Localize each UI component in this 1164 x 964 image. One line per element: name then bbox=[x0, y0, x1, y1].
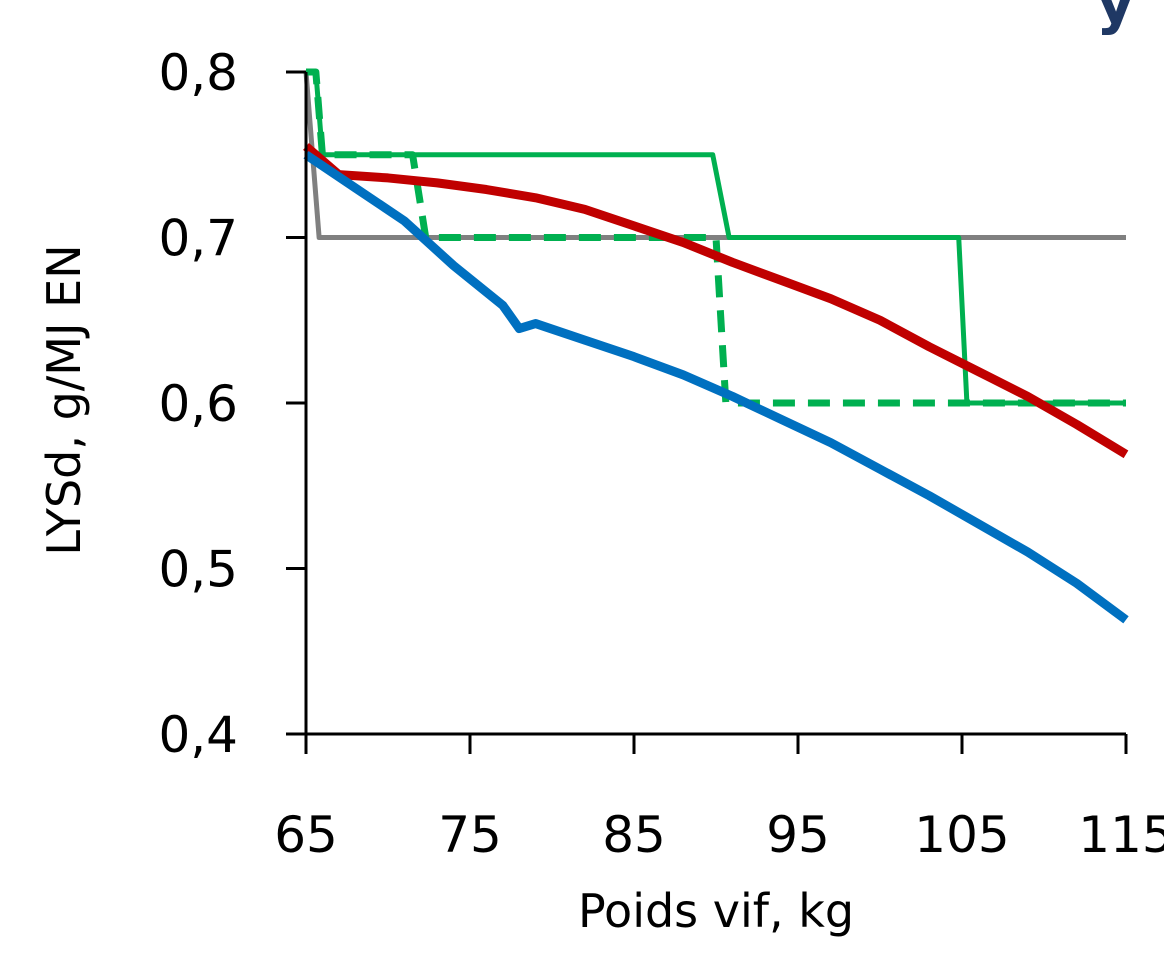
x-tick-label: 115 bbox=[1078, 806, 1164, 864]
y-tick-label: 0,5 bbox=[158, 541, 238, 599]
series-line-4 bbox=[303, 151, 1129, 624]
x-tick-label: 65 bbox=[274, 806, 338, 864]
x-tick-label: 105 bbox=[914, 806, 1009, 864]
x-tick-label: 95 bbox=[766, 806, 830, 864]
y-tick-label: 0,8 bbox=[158, 44, 238, 102]
series-layer bbox=[303, 68, 1129, 624]
series-line-3 bbox=[303, 143, 1129, 459]
y-tick-label: 0,7 bbox=[158, 210, 238, 268]
ticks-layer: 0,4 0,5 0,6 0,7 0,8 65 75 85 95 105 115 bbox=[158, 44, 1164, 864]
y-tick-label: 0,4 bbox=[158, 706, 238, 764]
x-axis-title: Poids vif, kg bbox=[578, 884, 854, 938]
x-tick-label: 75 bbox=[438, 806, 502, 864]
y-tick-label: 0,6 bbox=[158, 375, 238, 433]
series-line-2 bbox=[306, 68, 1126, 407]
series-line-1 bbox=[306, 69, 1126, 406]
title-fragment: y bbox=[1096, 0, 1135, 37]
x-tick-label: 85 bbox=[602, 806, 666, 864]
y-axis-title: LYSd, g/MJ EN bbox=[37, 244, 91, 555]
